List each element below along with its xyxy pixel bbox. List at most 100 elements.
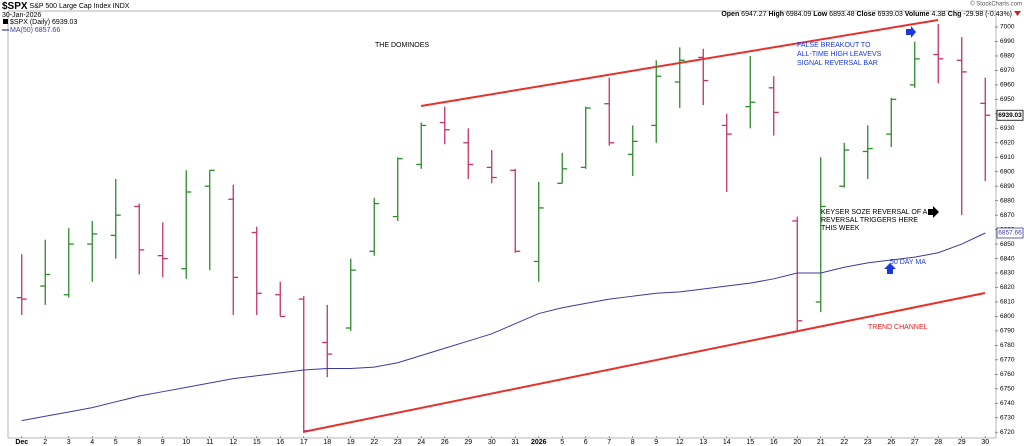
y-tick-label: 6740 <box>1000 400 1015 407</box>
x-tick-label: 30 <box>488 439 496 446</box>
x-tick-label: 15 <box>253 439 261 446</box>
annotation: ALL-TIME HIGH LEAVEVS <box>797 51 882 58</box>
y-tick-label: 6930 <box>1000 125 1015 132</box>
x-tick-label: 13 <box>699 439 707 446</box>
y-tick-label: 6890 <box>1000 183 1015 190</box>
annotation: REVERSAL TRIGGERS HERE <box>821 217 918 224</box>
header: $SPX S&P 500 Large Cap Index INDX <box>2 1 130 12</box>
x-tick-label: 21 <box>817 439 825 446</box>
annotation: TREND CHANNEL <box>868 324 928 331</box>
annotation: 50 DAY MA <box>890 259 926 266</box>
price-tag <box>996 227 1024 239</box>
quote-label: Open <box>721 11 739 18</box>
x-tick-label: 17 <box>300 439 308 446</box>
y-tick-label: 6880 <box>1000 197 1015 204</box>
x-tick-label: 11 <box>206 439 213 446</box>
y-tick-label: 6990 <box>1000 38 1015 45</box>
quote-label: Close <box>856 11 875 18</box>
x-tick-label: 9 <box>161 439 165 446</box>
x-tick-label: 3 <box>67 439 71 446</box>
x-tick-label: 16 <box>276 439 284 446</box>
x-tick-label: Dec <box>15 439 28 446</box>
annotation: THIS WEEK <box>821 225 860 232</box>
legend-entry: $SPX (Daily) 6939.03 <box>10 19 77 26</box>
y-tick-label: 6760 <box>1000 371 1015 378</box>
legend-value: 6939.03 <box>52 19 77 26</box>
quote-value: 6984.09 <box>786 11 811 18</box>
y-tick-label: 6980 <box>1000 53 1015 60</box>
quote: Open 6947.27 High 6984.09 Low 6893.48 Cl… <box>721 11 1012 18</box>
x-tick-label: 26 <box>441 439 449 446</box>
x-tick-label: 22 <box>840 439 848 446</box>
x-tick-label: 10 <box>182 439 190 446</box>
x-tick-label: 31 <box>511 439 519 446</box>
y-tick-label: 6730 <box>1000 414 1015 421</box>
y-tick-label: 6800 <box>1000 313 1015 320</box>
price-tag-label: 6857.66 <box>998 230 1022 237</box>
annotation: SIGNAL REVERSAL BAR <box>797 60 878 67</box>
x-tick-label: 4 <box>90 439 94 446</box>
x-tick-label: 2026 <box>531 439 547 446</box>
y-tick-label: 6780 <box>1000 342 1015 349</box>
y-tick-label: 6720 <box>1000 429 1015 436</box>
quote-value: -29.98 (-0.43%) <box>963 11 1012 18</box>
x-tick-label: 26 <box>887 439 895 446</box>
x-tick-label: 23 <box>864 439 872 446</box>
quote-label: Volume <box>905 11 930 18</box>
quote-value: 4.3B <box>931 11 946 18</box>
x-tick-label: 24 <box>417 439 425 446</box>
x-tick-label: 5 <box>114 439 118 446</box>
quote-label: High <box>768 11 784 18</box>
y-tick-label: 6960 <box>1000 82 1015 89</box>
quote-label: Low <box>813 11 828 18</box>
x-tick-label: 7 <box>607 439 611 446</box>
x-tick-label: 12 <box>229 439 237 446</box>
price-tag-label: 6939.03 <box>998 112 1022 119</box>
x-tick-label: 22 <box>370 439 378 446</box>
x-tick-label: 23 <box>394 439 402 446</box>
x-tick-label: 2 <box>43 439 47 446</box>
x-tick-label: 14 <box>723 439 731 446</box>
x-tick-label: 15 <box>746 439 754 446</box>
y-tick-label: 6970 <box>1000 67 1015 74</box>
source: © StockCharts.com <box>970 1 1022 8</box>
plot-frame <box>7 10 997 439</box>
y-tick-label: 6790 <box>1000 328 1015 335</box>
y-tick-label: 6870 <box>1000 212 1015 219</box>
y-tick-label: 6830 <box>1000 270 1015 277</box>
x-tick-label: 27 <box>911 439 919 446</box>
y-tick-label: 6840 <box>1000 255 1015 262</box>
exchange: INDX <box>113 3 130 10</box>
y-tick-label: 6750 <box>1000 386 1015 393</box>
arrow <box>928 206 939 218</box>
x-tick-label: 9 <box>654 439 658 446</box>
legend-value: 6857.66 <box>35 27 60 34</box>
x-tick-label: 29 <box>464 439 472 446</box>
y-tick-label: 6950 <box>1000 96 1015 103</box>
legend-name: MA(50) <box>10 27 33 34</box>
y-tick-label: 6900 <box>1000 168 1015 175</box>
x-tick-label: 19 <box>347 439 355 446</box>
x-tick-label: 8 <box>631 439 635 446</box>
x-tick-label: 20 <box>793 439 801 446</box>
quote-label: Chg <box>948 11 962 18</box>
trend-line <box>302 292 986 433</box>
x-tick-label: 5 <box>560 439 564 446</box>
annotation: FALSE BREAKOUT TO <box>797 42 871 49</box>
y-tick-label: 6770 <box>1000 357 1015 364</box>
price-tag <box>996 109 1024 121</box>
x-tick-label: 28 <box>934 439 942 446</box>
ma-line <box>21 232 986 422</box>
y-tick-label: 7000 <box>1000 24 1015 31</box>
down-arrow <box>1014 11 1021 16</box>
annotation: KEYSER SOZE REVERSAL OF A <box>821 209 928 216</box>
date: 30-Jan-2026 <box>2 12 41 19</box>
y-tick-label: 6920 <box>1000 140 1015 147</box>
x-tick-label: 8 <box>137 439 141 446</box>
legend-swatch <box>3 19 8 24</box>
y-tick-label: 6850 <box>1000 241 1015 248</box>
arrow <box>906 26 916 38</box>
legend-name: $SPX (Daily) <box>10 19 50 26</box>
quote-value: 6947.27 <box>741 11 766 18</box>
